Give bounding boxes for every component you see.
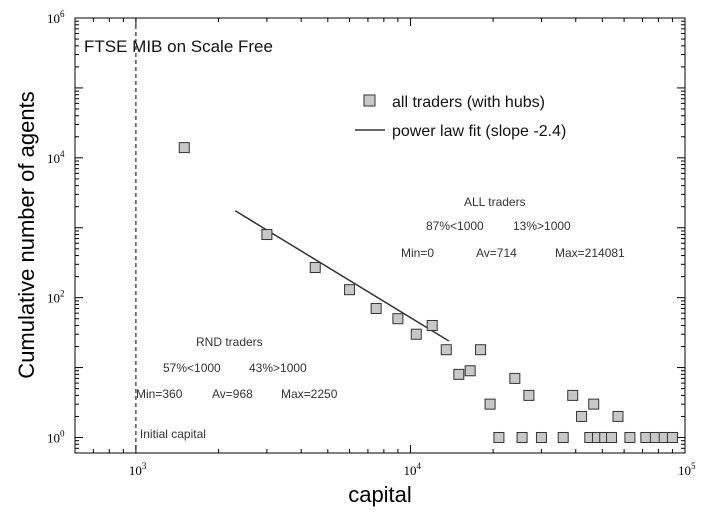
rnd-traders-max: Max=2250 bbox=[281, 387, 338, 401]
rnd-traders-title: RND traders bbox=[196, 335, 263, 349]
data-point bbox=[475, 344, 487, 356]
all-traders-series bbox=[178, 142, 678, 443]
legend: all traders (with hubs) power law fit (s… bbox=[355, 94, 566, 140]
all-traders-min: Min=0 bbox=[401, 246, 434, 260]
data-point bbox=[464, 365, 476, 377]
rnd-traders-annotation: RND traders 57%<1000 43%>1000 Min=360 Av… bbox=[136, 335, 338, 401]
data-point bbox=[640, 431, 652, 443]
x-tick-label: 104 bbox=[403, 461, 421, 478]
rnd-traders-min: Min=360 bbox=[136, 387, 183, 401]
data-point bbox=[606, 431, 618, 443]
data-point bbox=[535, 431, 547, 443]
data-point bbox=[624, 431, 636, 443]
data-point bbox=[344, 284, 356, 296]
all-traders-pct-above: 13%>1000 bbox=[513, 219, 571, 233]
data-point bbox=[588, 398, 600, 410]
data-point bbox=[453, 368, 465, 380]
x-tick-label: 103 bbox=[129, 461, 147, 478]
all-traders-title: ALL traders bbox=[464, 195, 526, 209]
data-point bbox=[309, 262, 321, 274]
y-tick-label: 102 bbox=[47, 289, 65, 306]
rnd-traders-pct-above: 43%>1000 bbox=[249, 361, 307, 375]
legend-label-all-traders: all traders (with hubs) bbox=[392, 94, 545, 111]
x-axis-title: capital bbox=[348, 482, 412, 507]
y-tick-label: 100 bbox=[47, 428, 65, 445]
data-point bbox=[484, 398, 496, 410]
y-axis-title: Cumulative number of agents bbox=[14, 91, 39, 378]
all-traders-avg: Av=714 bbox=[476, 246, 517, 260]
data-point bbox=[261, 229, 273, 241]
data-point bbox=[666, 431, 678, 443]
all-traders-max: Max=214081 bbox=[555, 246, 625, 260]
plot-frame bbox=[74, 17, 686, 454]
data-point bbox=[426, 319, 438, 331]
data-point bbox=[370, 302, 382, 314]
data-point bbox=[509, 372, 521, 384]
rnd-traders-avg: Av=968 bbox=[212, 387, 253, 401]
data-point bbox=[523, 389, 535, 401]
axis-tick-labels: 103 104 105 100 102 104 106 bbox=[47, 9, 696, 478]
data-point bbox=[178, 142, 190, 154]
all-traders-annotation: ALL traders 87%<1000 13%>1000 Min=0 Av=7… bbox=[401, 195, 625, 260]
rnd-traders-pct-below: 57%<1000 bbox=[163, 361, 221, 375]
data-point bbox=[516, 431, 528, 443]
data-point bbox=[567, 389, 579, 401]
data-point bbox=[576, 410, 588, 422]
data-point bbox=[410, 328, 422, 340]
x-tick-label: 105 bbox=[678, 461, 696, 478]
legend-label-power-law-fit: power law fit (slope -2.4) bbox=[392, 123, 566, 140]
data-point bbox=[612, 410, 624, 422]
data-point bbox=[392, 313, 404, 325]
chart-title: FTSE MIB on Scale Free bbox=[84, 37, 273, 56]
data-point bbox=[440, 344, 452, 356]
initial-capital-label: Initial capital bbox=[140, 427, 206, 441]
y-tick-label: 104 bbox=[47, 149, 65, 166]
y-tick-label: 106 bbox=[47, 9, 65, 26]
data-point bbox=[557, 431, 569, 443]
all-traders-pct-below: 87%<1000 bbox=[426, 219, 484, 233]
data-point bbox=[493, 431, 505, 443]
legend-marker-all-traders bbox=[363, 94, 376, 107]
